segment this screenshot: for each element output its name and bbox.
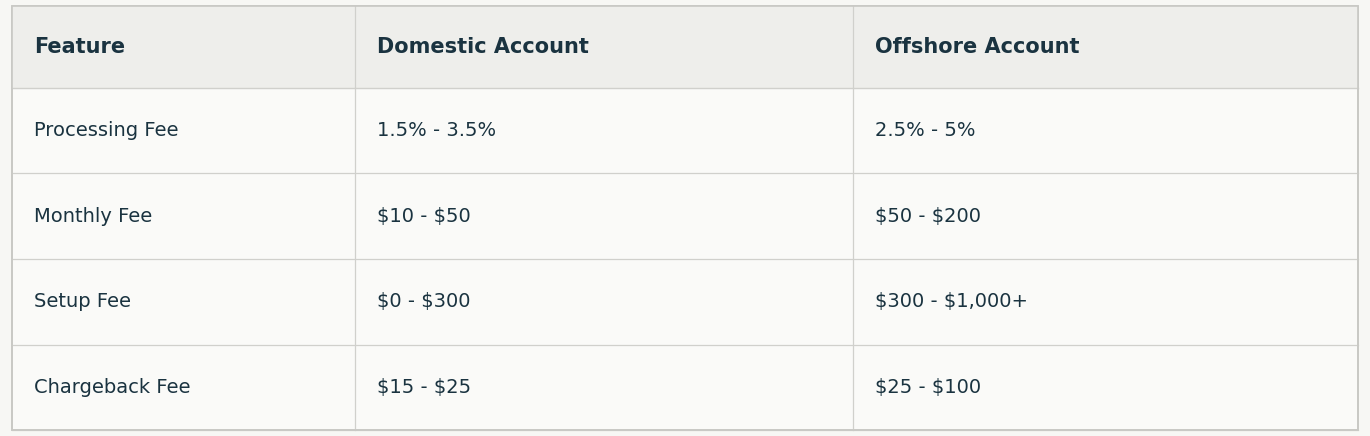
Text: 1.5% - 3.5%: 1.5% - 3.5% [377,121,496,140]
Text: Offshore Account: Offshore Account [875,37,1080,57]
Text: Chargeback Fee: Chargeback Fee [34,378,190,397]
Text: Setup Fee: Setup Fee [34,292,132,311]
Text: \$25 - \$100: \$25 - \$100 [875,378,981,397]
Text: Domestic Account: Domestic Account [377,37,589,57]
Text: \$0 - \$300: \$0 - \$300 [377,292,471,311]
Text: Monthly Fee: Monthly Fee [34,207,152,226]
Text: \$10 - \$50: \$10 - \$50 [377,207,471,226]
Text: \$15 - \$25: \$15 - \$25 [377,378,471,397]
Bar [12,6,1358,88]
Text: Processing Fee: Processing Fee [34,121,178,140]
Text: \$300 - \$1,000+: \$300 - \$1,000+ [875,292,1029,311]
Text: Feature: Feature [34,37,125,57]
Text: 2.5% - 5%: 2.5% - 5% [875,121,975,140]
Text: \$50 - \$200: \$50 - \$200 [875,207,981,226]
